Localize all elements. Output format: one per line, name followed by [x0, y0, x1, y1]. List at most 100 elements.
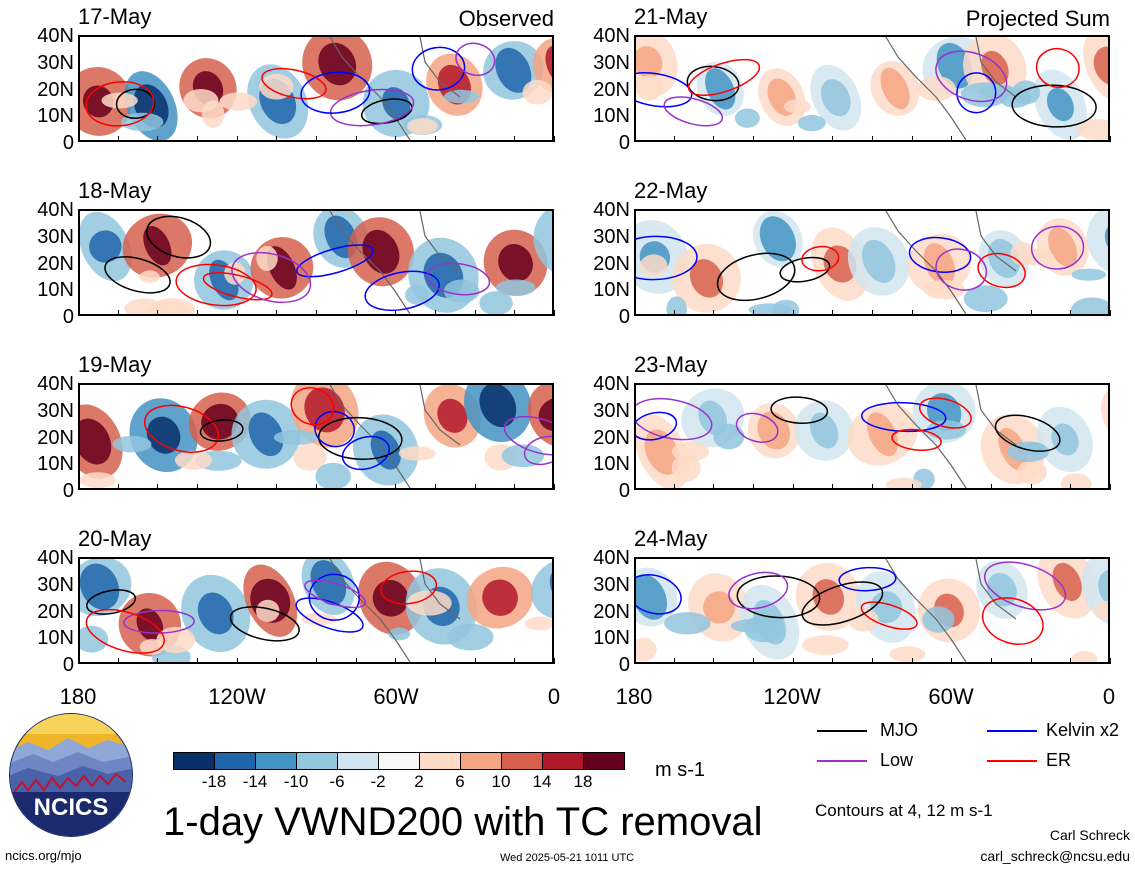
lat-label: 10N: [37, 279, 74, 302]
panel-date: 24-May: [634, 526, 708, 551]
axis-tick: [1110, 484, 1111, 490]
axis-tick: [117, 136, 119, 142]
colorbar-label: 2: [414, 772, 424, 791]
axis-tick: [951, 484, 953, 490]
colorbar-swatch: [173, 752, 215, 770]
vwnd-field: [80, 385, 552, 488]
lon-label: 0: [547, 684, 561, 709]
axis-tick: [276, 136, 278, 142]
lat-label: 0: [62, 654, 74, 676]
axis-tick: [474, 484, 476, 490]
author: Carl Schreck: [1049, 827, 1130, 843]
legend-label-mjo: MJO: [880, 720, 918, 740]
axis-tick: [951, 658, 953, 664]
axis-tick: [1070, 658, 1072, 664]
panel-date: 19-May: [78, 352, 152, 377]
axis-tick: [197, 658, 198, 664]
axis-tick: [157, 136, 159, 142]
axis-tick: [713, 136, 715, 142]
axis-tick: [276, 658, 278, 664]
axis-tick: [276, 310, 278, 316]
lat-label: 40N: [593, 25, 630, 47]
lon-label: 60W: [373, 684, 419, 709]
lon-label: 180: [615, 684, 653, 709]
axis-tick: [1030, 484, 1032, 490]
axis-tick: [435, 136, 436, 142]
axis-tick: [792, 484, 794, 490]
axis-tick: [554, 136, 555, 142]
axis-tick: [713, 484, 715, 490]
map-panel: [78, 383, 554, 490]
axis-tick: [157, 310, 159, 316]
axis-tick: [355, 658, 357, 664]
lat-label: 20N: [37, 600, 74, 623]
colorbar-label: 6: [455, 772, 465, 791]
axis-tick: [435, 658, 436, 664]
axis-tick: [753, 484, 754, 490]
axis-tick: [753, 310, 754, 316]
axis-tick: [872, 658, 873, 664]
axis-tick: [514, 136, 516, 142]
lat-label: 20N: [593, 426, 630, 449]
contours-note: Contours at 4, 12 m s-1: [815, 801, 993, 820]
axis-tick: [991, 136, 992, 142]
lat-label: 30N: [593, 573, 630, 596]
map-panel: [634, 209, 1110, 316]
panel-tag: Observed: [458, 6, 554, 31]
map-panel: [634, 35, 1110, 142]
axis-tick: [514, 484, 516, 490]
axis-tick: [236, 136, 238, 142]
axis-tick: [1110, 658, 1111, 664]
axis-tick: [832, 484, 834, 490]
axis-tick: [316, 136, 317, 142]
axis-tick: [872, 310, 873, 316]
lat-label: 10N: [37, 453, 74, 476]
lon-label: 0: [1102, 684, 1116, 709]
axis-tick: [634, 484, 635, 490]
colorbar-swatch: [255, 752, 297, 770]
axis-tick: [78, 136, 79, 142]
lat-label: 10N: [593, 279, 630, 302]
map-panel: [634, 383, 1110, 490]
axis-tick: [395, 310, 397, 316]
lat-label: 40N: [593, 199, 630, 221]
axis-tick: [1110, 136, 1111, 142]
axis-tick: [951, 310, 953, 316]
axis-tick: [197, 136, 198, 142]
axis-tick: [355, 136, 357, 142]
lat-label: 0: [62, 132, 74, 154]
axis-tick: [355, 484, 357, 490]
lat-label: 30N: [37, 573, 74, 596]
legend-line-er: [987, 760, 1037, 762]
axis-tick: [316, 310, 317, 316]
legend-line-kelvin: [987, 730, 1037, 732]
colorbar-swatch: [337, 752, 379, 770]
colorbar-swatch: [583, 752, 625, 770]
axis-tick: [157, 658, 159, 664]
axis-tick: [634, 136, 635, 142]
axis-tick: [872, 136, 873, 142]
vwnd-field: [80, 559, 552, 662]
map-panel: [78, 557, 554, 664]
axis-tick: [554, 484, 555, 490]
axis-tick: [951, 136, 953, 142]
lon-label: 120W: [763, 684, 821, 709]
lat-label: 10N: [37, 105, 74, 128]
vwnd-field: [636, 385, 1108, 488]
colorbar-label: 10: [491, 772, 511, 791]
panel-date: 21-May: [634, 4, 708, 29]
panel-tag: Projected Sum: [965, 6, 1110, 31]
axis-tick: [78, 310, 79, 316]
axis-tick: [197, 484, 198, 490]
panel-date: 22-May: [634, 178, 708, 203]
lat-label: 30N: [37, 51, 74, 74]
vwnd-field: [636, 37, 1108, 140]
axis-tick: [395, 136, 397, 142]
lat-label: 20N: [593, 600, 630, 623]
axis-tick: [792, 310, 794, 316]
lon-label: 120W: [208, 684, 266, 709]
axis-tick: [78, 658, 79, 664]
lat-label: 0: [62, 480, 74, 502]
vwnd-field: [636, 559, 1108, 662]
colorbar-swatch: [419, 752, 461, 770]
